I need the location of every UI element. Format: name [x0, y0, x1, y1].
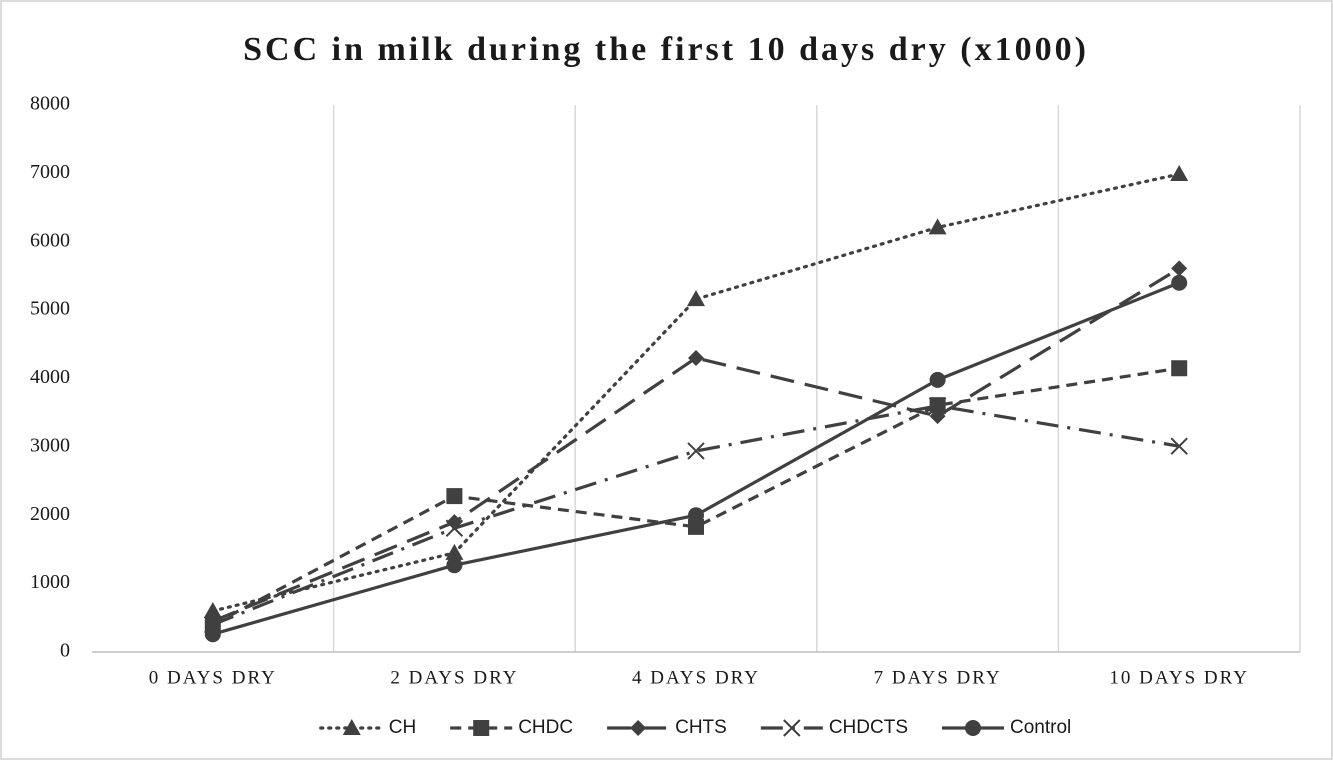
x-tick-label: 4 DAYS DRY [632, 667, 760, 688]
marker [687, 290, 705, 307]
marker [1171, 260, 1188, 277]
marker [1171, 274, 1188, 291]
legend-label: Control [1010, 717, 1071, 738]
legend-label: CHDCTS [829, 717, 908, 738]
y-tick-label: 6000 [30, 229, 70, 251]
y-tick-label: 2000 [30, 503, 70, 525]
chart-title: SCC in milk during the first 10 days dry… [243, 31, 1089, 68]
marker [688, 349, 704, 366]
marker [783, 719, 801, 737]
x-tick-label: 10 DAYS DRY [1109, 667, 1249, 688]
marker [204, 626, 221, 643]
legend-label: CHTS [675, 717, 727, 738]
series-line [212, 267, 1181, 623]
marker [630, 720, 647, 736]
series-line [212, 404, 1180, 627]
y-tick-label: 4000 [30, 366, 70, 388]
legend-label: CH [389, 717, 416, 738]
legend: CH CHDC CHTS CHDCTS Control [319, 717, 1071, 738]
marker [446, 488, 463, 505]
x-tick-label: 7 DAYS DRY [874, 667, 1002, 688]
marker [473, 720, 490, 736]
marker [687, 442, 705, 460]
marker [204, 613, 221, 630]
y-tick-label: 3000 [30, 434, 70, 456]
x-tick-label: 0 DAYS DRY [149, 667, 277, 688]
series-line [212, 366, 1180, 627]
y-tick-label: 7000 [30, 161, 70, 183]
marker [928, 397, 947, 415]
marker [1171, 360, 1188, 377]
marker [928, 218, 947, 235]
y-tick-label: 5000 [30, 298, 70, 320]
marker [203, 601, 222, 618]
marker [929, 408, 946, 425]
plot-area: 0 1000 2000 3000 4000 5000 6000 7000 8000 0 DAYS … [30, 93, 1301, 688]
marker [1170, 165, 1189, 182]
y-tick-label: 0 [60, 640, 70, 662]
marker [929, 371, 946, 388]
legend-label: CHDC [518, 717, 573, 738]
y-tick-label: 1000 [30, 571, 70, 593]
marker [445, 519, 464, 537]
marker [446, 557, 463, 574]
marker [1170, 437, 1188, 455]
marker [445, 543, 464, 560]
y-tick-label: 8000 [30, 93, 70, 115]
marker [342, 719, 361, 735]
marker [965, 720, 981, 736]
marker [688, 518, 704, 535]
marker [688, 507, 704, 524]
x-tick-label: 2 DAYS DRY [390, 667, 518, 688]
